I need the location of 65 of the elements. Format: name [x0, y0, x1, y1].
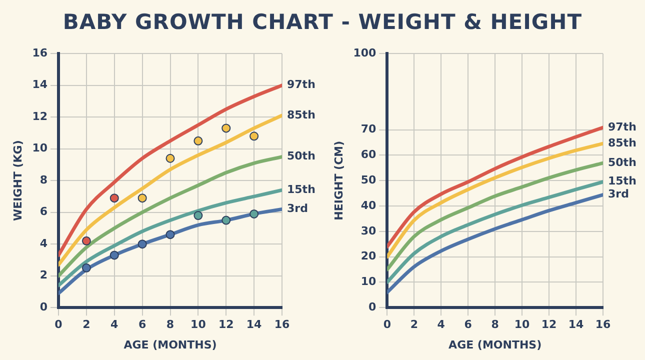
y-tick-label: 14 — [32, 78, 48, 92]
x-tick-label: 0 — [383, 318, 392, 332]
point — [222, 124, 231, 133]
y-tick-label: 8 — [40, 173, 48, 186]
y-tick-label: 2 — [40, 268, 48, 282]
x-tick-label: 8 — [491, 318, 499, 332]
point — [110, 250, 119, 260]
y-tick-label: 30 — [360, 224, 377, 238]
point — [166, 230, 175, 240]
x-tick-label: 16 — [274, 318, 290, 332]
x-axis-title: AGE (MONTHS) — [448, 338, 542, 352]
series-label: 50th — [608, 156, 636, 169]
x-tick-label: 12 — [218, 318, 234, 332]
point — [250, 132, 259, 141]
y-tick-label: 12 — [32, 110, 48, 123]
y-tick-label: 60 — [360, 148, 377, 162]
point — [194, 211, 203, 220]
x-tick-label: 14 — [246, 318, 262, 332]
y-tick-label: 50 — [360, 173, 377, 186]
series-label: 3rd — [287, 202, 308, 216]
point — [82, 263, 91, 272]
point — [138, 194, 147, 203]
point — [138, 240, 147, 249]
x-tick-label: 0 — [54, 318, 63, 332]
series-label: 15th — [608, 174, 636, 188]
x-tick-label: 12 — [541, 318, 557, 332]
series-label: 50th — [287, 150, 316, 163]
y-tick-label: 10 — [32, 142, 48, 155]
x-tick-label: 8 — [166, 318, 174, 332]
x-tick-label: 10 — [190, 318, 206, 332]
point — [166, 154, 175, 163]
x-tick-label: 16 — [595, 318, 611, 332]
x-tick-label: 4 — [110, 318, 119, 332]
x-tick-label: 14 — [568, 318, 584, 332]
y-axis-title: HEIGHT (CM) — [332, 140, 346, 220]
x-tick-label: 10 — [514, 318, 530, 332]
y-tick-label: 6 — [40, 205, 48, 218]
series-label: 15th — [287, 182, 316, 196]
point — [250, 209, 259, 218]
y-tick-label: 10 — [360, 275, 377, 288]
y-tick-label: 0 — [368, 300, 377, 314]
series-label: 97th — [608, 120, 636, 134]
x-tick-label: 6 — [138, 318, 146, 332]
y-axis-title: WEIGHT (KG) — [11, 140, 24, 222]
y-tick-label: 100 — [353, 46, 376, 60]
series-label: 3rd — [608, 188, 629, 201]
y-tick-label: 4 — [40, 236, 48, 250]
point — [222, 216, 231, 225]
y-tick-label: 0 — [40, 300, 48, 314]
x-tick-label: 6 — [464, 318, 472, 332]
x-tick-label: 2 — [410, 318, 418, 332]
x-tick-label: 4 — [437, 318, 446, 332]
x-axis-title: AGE (MONTHS) — [124, 338, 217, 352]
y-tick-label: 70 — [360, 122, 377, 136]
y-tick-label: 16 — [32, 46, 48, 60]
x-tick-label: 2 — [82, 318, 90, 332]
series-label: 85th — [287, 108, 316, 122]
series-label: 97th — [287, 78, 316, 92]
point — [82, 236, 91, 246]
series-label: 85th — [608, 136, 636, 150]
point — [194, 136, 203, 146]
y-tick-label: 20 — [360, 250, 377, 263]
point — [110, 194, 119, 203]
chart-title: BABY GROWTH CHART - WEIGHT & HEIGHT — [62, 9, 584, 36]
y-tick-label: 40 — [360, 198, 377, 212]
